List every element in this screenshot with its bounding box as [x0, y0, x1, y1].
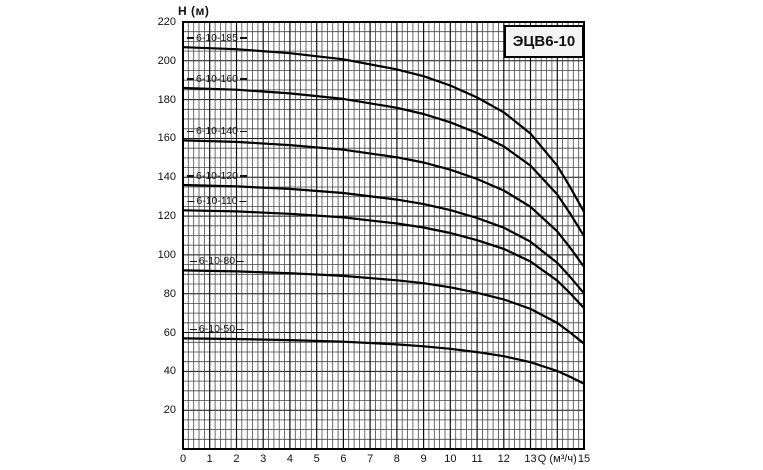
pump-curve-6-10-50	[181, 337, 586, 385]
label-leader-dash	[186, 130, 194, 133]
x-tick-label: 6	[340, 453, 347, 465]
label-leader-dash	[240, 175, 248, 177]
curve-label-text: 6-10-110	[196, 195, 238, 208]
y-axis-title: H (м)	[178, 4, 210, 18]
curve-label-6-10-140: 6-10-140	[185, 125, 249, 137]
y-tick-label: 40	[163, 365, 176, 378]
label-leader-dash	[240, 37, 248, 39]
x-tick-label: 9	[420, 453, 427, 465]
y-tick-label: 200	[157, 54, 176, 67]
curve-label-6-10-80: 6-10-80	[188, 255, 246, 267]
curve-label-text: 6-10-120	[195, 170, 239, 183]
pump-curve-6-10-185	[181, 46, 586, 214]
y-tick-label: 220	[157, 16, 176, 28]
y-tick-label: 100	[157, 248, 176, 261]
curve-label-text: 6-10-50	[198, 323, 236, 336]
curve-label-text: 6-10-140	[195, 125, 239, 138]
chart-title-box: ЭЦВ6-10	[504, 25, 584, 58]
label-leader-dash	[239, 200, 247, 203]
curve-label-text: 6-10-80	[198, 255, 236, 268]
x-tick-label: 5	[313, 453, 320, 465]
label-leader-dash	[187, 200, 195, 203]
label-leader-dash	[186, 175, 194, 177]
label-leader-dash	[189, 260, 197, 263]
pump-curve-6-10-120	[181, 183, 586, 295]
x-tick-label: 10	[444, 453, 457, 465]
pump-curve-6-10-110	[181, 209, 586, 310]
y-tick-label: 80	[163, 287, 176, 300]
y-tick-label: 180	[157, 93, 176, 106]
label-leader-dash	[240, 130, 248, 133]
pump-curve-6-10-140	[181, 139, 586, 268]
x-tick-label: 12	[497, 453, 510, 465]
chart-title-text: ЭЦВ6-10	[512, 33, 576, 50]
x-tick-label: 1	[206, 453, 213, 465]
pump-curve-6-10-80	[181, 269, 586, 345]
x-tick-label: 13	[524, 453, 537, 465]
curve-label-6-10-110: 6-10-110	[185, 195, 248, 207]
label-leader-dash	[186, 78, 194, 80]
x-tick-label: 0	[179, 453, 187, 465]
x-tick-label: 7	[367, 453, 374, 465]
x-tick-label: 15	[577, 453, 591, 465]
curve-label-text: 6-10-185	[195, 32, 239, 45]
y-tick-label: 120	[157, 210, 176, 223]
label-leader-dash	[237, 328, 245, 331]
x-tick-label: 8	[393, 453, 400, 465]
x-tick-label: 11	[471, 453, 483, 465]
y-tick-label: 20	[163, 404, 176, 417]
x-tick-label: 3	[260, 453, 267, 465]
label-leader-dash	[189, 328, 197, 331]
y-tick-label: 60	[163, 326, 176, 339]
y-tick-label: 140	[157, 171, 176, 184]
curve-label-6-10-120: 6-10-120	[185, 170, 249, 182]
label-leader-dash	[186, 37, 194, 39]
x-tick-label: 4	[286, 453, 293, 465]
curve-label-6-10-50: 6-10-50	[188, 323, 246, 335]
x-axis-unit-label: Q (м³/ч)	[537, 453, 577, 465]
curve-label-text: 6-10-160	[195, 72, 239, 85]
y-tick-label: 160	[157, 132, 176, 145]
curve-label-6-10-185: 6-10-185	[185, 32, 249, 44]
curve-label-6-10-160: 6-10-160	[185, 73, 249, 85]
label-leader-dash	[237, 260, 245, 263]
x-tick-label: 2	[233, 453, 240, 465]
label-leader-dash	[240, 78, 248, 80]
pump-curve-6-10-160	[181, 86, 586, 238]
